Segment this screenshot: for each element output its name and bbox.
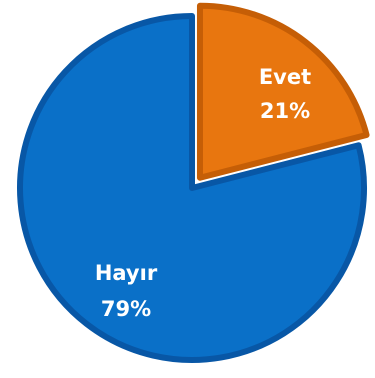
slice-label-evet: Evet: [259, 65, 311, 89]
slice-value-hayir: 79%: [101, 297, 151, 321]
slice-value-evet: 21%: [260, 99, 310, 123]
pie-slice-evet: [196, 2, 370, 181]
pie-slices: [17, 2, 370, 363]
slice-label-hayir: Hayır: [95, 261, 158, 285]
pie-labels: Evet 21% Hayır 79%: [95, 65, 311, 321]
pie-slice-hayir: [17, 13, 367, 363]
